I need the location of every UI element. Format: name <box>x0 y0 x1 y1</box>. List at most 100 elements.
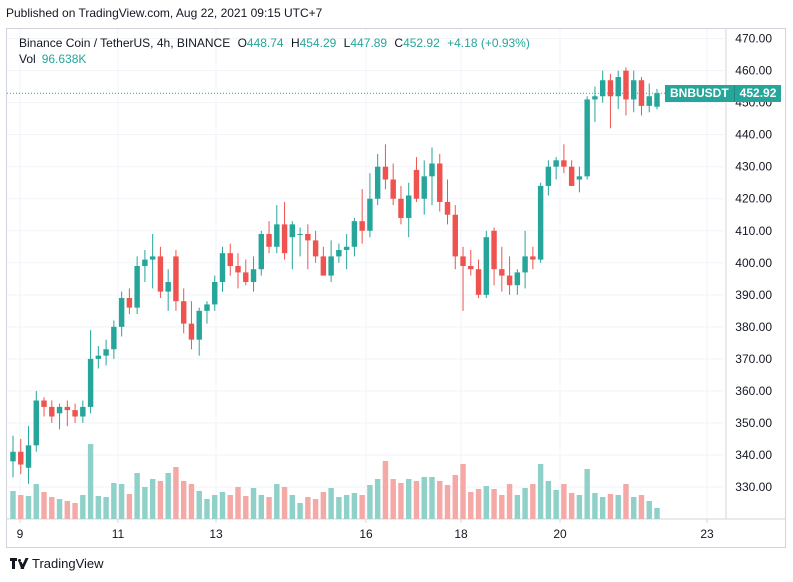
volume-bar <box>382 461 389 519</box>
candle-body <box>289 224 296 238</box>
candle-body <box>173 256 179 302</box>
volume-bar <box>413 481 420 519</box>
candle-body <box>576 176 583 180</box>
volume-bar <box>258 495 265 519</box>
volume-bar <box>41 492 47 519</box>
volume-bar <box>499 495 505 519</box>
candle-body <box>437 163 443 202</box>
volume-bar <box>522 488 528 519</box>
volume-bar <box>250 488 257 519</box>
candle-body <box>111 326 117 350</box>
volume-bar <box>359 495 365 519</box>
volume-bar <box>118 484 125 519</box>
time-tick-label: 23 <box>700 527 714 541</box>
volume-bar <box>444 485 451 519</box>
volume-bar <box>18 495 24 519</box>
legend-close-label: C <box>394 36 404 50</box>
legend-high: 454.29 <box>299 36 337 50</box>
price-tick-label: 330.00 <box>735 480 772 494</box>
candle-body <box>281 224 288 254</box>
candle-body <box>258 233 265 270</box>
volume-bar <box>584 469 590 519</box>
candle-body <box>134 265 140 308</box>
candle-body <box>398 198 404 218</box>
volume-bar <box>243 496 249 519</box>
time-tick-label: 20 <box>553 527 567 541</box>
volume-bar <box>514 495 521 519</box>
candle-body <box>530 256 536 260</box>
candle-body <box>506 275 513 286</box>
volume-bar <box>149 479 156 519</box>
legend-open-label: O <box>237 36 247 50</box>
candle-body <box>475 269 482 295</box>
volume-bar <box>405 479 412 519</box>
volume-bar <box>328 488 334 519</box>
volume-bar <box>421 477 427 519</box>
legend-symbol: Binance Coin / TetherUS, 4h, BINANCE <box>19 36 231 50</box>
candle-body <box>646 96 652 106</box>
price-tag-value: 452.92 <box>733 85 782 103</box>
last-price-tag: BNBUSDT 452.92 <box>665 85 782 103</box>
price-tag-symbol: BNBUSDT <box>665 85 734 103</box>
candle-body <box>149 256 156 260</box>
candle-body <box>421 176 427 199</box>
candle-body <box>320 256 327 276</box>
candle-body <box>250 269 257 283</box>
candle-body <box>545 166 552 186</box>
volume-bar <box>188 484 195 519</box>
volume-bar <box>297 503 303 519</box>
volume-bar <box>49 497 55 519</box>
candle-body <box>351 221 358 247</box>
time-tick-label: 18 <box>454 527 468 541</box>
legend-open: 448.74 <box>246 36 284 50</box>
volume-bar <box>475 489 482 519</box>
candle-body <box>631 80 637 100</box>
candle-body <box>180 301 187 324</box>
candle-body <box>49 406 55 417</box>
volume-bar <box>561 484 567 519</box>
candle-body <box>243 272 249 283</box>
legend-low-label: L <box>343 36 351 50</box>
candle-body <box>25 445 32 468</box>
volume-bar <box>173 467 179 519</box>
volume-bar <box>10 491 16 519</box>
volume-bar <box>289 495 296 519</box>
volume-bar <box>468 492 474 519</box>
footer-brand[interactable]: TradingView <box>10 556 104 571</box>
candle-body <box>584 99 590 177</box>
volume-bar <box>281 487 288 519</box>
candle-body <box>592 96 598 100</box>
candle-body <box>118 298 125 327</box>
candle-body <box>72 410 78 417</box>
volume-bar <box>266 497 272 519</box>
volume-bar <box>336 497 342 519</box>
volume-bar <box>506 484 513 519</box>
candle-body <box>561 160 567 167</box>
time-tick-label: 16 <box>359 527 373 541</box>
volume-bar <box>312 499 319 519</box>
price-tick-label: 400.00 <box>735 256 772 270</box>
candle-body <box>165 282 171 292</box>
price-tick-label: 410.00 <box>735 224 772 238</box>
candle-body <box>654 93 660 107</box>
volume-bar <box>305 497 311 519</box>
volume-bar <box>343 495 350 519</box>
price-tick-label: 470.00 <box>735 32 772 46</box>
candle-body <box>599 80 606 97</box>
time-tick-label: 11 <box>112 527 125 541</box>
candle-body <box>607 80 614 97</box>
candle-body <box>336 249 342 257</box>
candle-body <box>413 169 420 199</box>
legend-close: 452.92 <box>403 36 440 50</box>
candle-body <box>64 406 71 411</box>
candle-body <box>623 70 629 100</box>
candle-body <box>103 349 109 356</box>
candle-body <box>374 166 381 199</box>
candle-body <box>188 323 195 340</box>
candle-body <box>444 201 451 215</box>
volume-bar <box>87 444 94 519</box>
candle-body <box>87 358 94 407</box>
volume-bar <box>142 487 148 519</box>
candle-body <box>568 166 575 186</box>
